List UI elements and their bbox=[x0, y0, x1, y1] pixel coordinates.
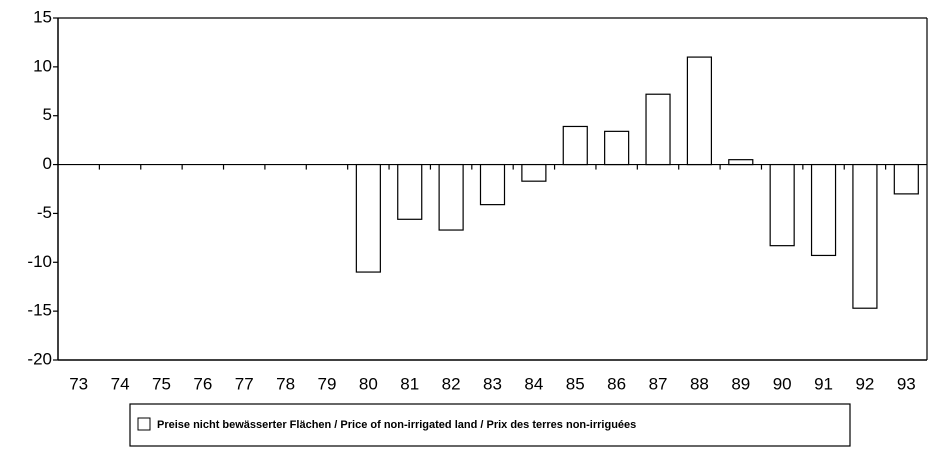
x-tick-label: 77 bbox=[235, 374, 254, 393]
x-tick-label: 81 bbox=[400, 374, 419, 393]
bar bbox=[769, 163, 795, 247]
bar bbox=[562, 125, 588, 166]
bar bbox=[852, 163, 878, 309]
x-tick-label: 82 bbox=[442, 374, 461, 393]
y-tick-label: 5 bbox=[43, 105, 52, 124]
y-tick-label: -15 bbox=[27, 301, 52, 320]
y-tick-label: -5 bbox=[37, 203, 52, 222]
y-tick-label: 10 bbox=[33, 56, 52, 75]
x-tick-label: 75 bbox=[152, 374, 171, 393]
legend-swatch bbox=[137, 417, 151, 431]
x-tick-label: 73 bbox=[69, 374, 88, 393]
x-tick-label: 90 bbox=[773, 374, 792, 393]
bar bbox=[810, 163, 837, 257]
legend-text: Preise nicht bewässerter Flächen / Price… bbox=[157, 419, 636, 431]
x-tick-label: 86 bbox=[607, 374, 626, 393]
x-tick-label: 89 bbox=[731, 374, 750, 393]
bar bbox=[355, 163, 381, 273]
x-tick-label: 93 bbox=[897, 374, 916, 393]
bar bbox=[521, 163, 547, 182]
x-tick-label: 80 bbox=[359, 374, 378, 393]
bar bbox=[397, 163, 423, 220]
y-tick-label: 15 bbox=[33, 7, 52, 26]
bar bbox=[686, 56, 713, 166]
y-tick-label: 0 bbox=[43, 154, 52, 173]
bar bbox=[645, 93, 671, 166]
x-tick-label: 84 bbox=[524, 374, 543, 393]
x-tick-label: 85 bbox=[566, 374, 585, 393]
bar bbox=[438, 163, 464, 231]
bar bbox=[479, 163, 506, 206]
y-tick-label: -20 bbox=[27, 349, 52, 368]
x-tick-label: 92 bbox=[855, 374, 874, 393]
x-tick-label: 88 bbox=[690, 374, 709, 393]
x-tick-label: 74 bbox=[111, 374, 130, 393]
legend-box bbox=[129, 403, 851, 447]
x-tick-label: 78 bbox=[276, 374, 295, 393]
bar bbox=[604, 130, 630, 166]
x-tick-label: 79 bbox=[318, 374, 337, 393]
bar bbox=[728, 159, 754, 166]
x-tick-label: 87 bbox=[649, 374, 668, 393]
x-tick-label: 91 bbox=[814, 374, 833, 393]
bar bbox=[893, 163, 919, 195]
y-tick-label: -10 bbox=[27, 252, 52, 271]
x-tick-label: 76 bbox=[193, 374, 212, 393]
x-tick-label: 83 bbox=[483, 374, 502, 393]
